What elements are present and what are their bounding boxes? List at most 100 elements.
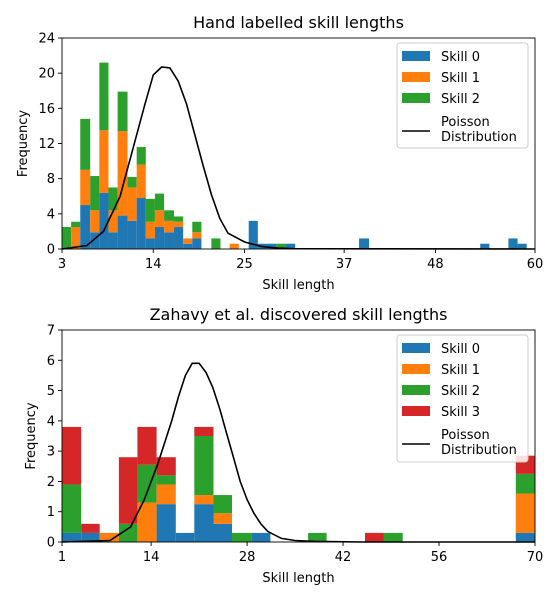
bar-skill1-bin11 [164, 220, 175, 233]
bar-skill0-bin5 [108, 232, 118, 249]
bar-skill2-bin15 [383, 532, 403, 542]
bar-skill1-bin14 [192, 232, 202, 239]
bar-skill0-bin6 [117, 215, 128, 249]
y-axis-label: Frequency [16, 110, 31, 177]
bar-skill1-bin7 [127, 187, 137, 221]
bar-skill0-bin17 [515, 532, 535, 542]
bar-skill2-bin14 [192, 221, 202, 233]
chart-title: Hand labelled skill lengths [193, 13, 404, 32]
bar-skill1-bin8 [136, 164, 146, 199]
bar-skill0-bin10 [154, 227, 165, 249]
x-tick-label: 56 [431, 550, 448, 565]
legend-swatch-skill3 [402, 406, 430, 416]
legend-swatch-skill0 [402, 51, 430, 61]
y-tick-label: 1 [47, 505, 55, 520]
bar-skill2-bin9 [232, 532, 252, 542]
x-tick-label: 14 [143, 550, 160, 565]
legend-label-poisson: Poisson Distribution [441, 428, 517, 458]
legend-swatch-skill1 [402, 72, 430, 82]
bar-skill1-bin10 [154, 210, 165, 228]
legend-swatch-skill2 [402, 93, 430, 103]
bar-skill0-bin3 [90, 232, 100, 249]
bar-skill3-bin1 [81, 523, 100, 533]
bar-skill0-bin22 [266, 243, 277, 249]
x-axis-label: Skill length [262, 278, 334, 293]
bar-skill3-bin0 [62, 426, 82, 485]
bar-skill2-bin1 [71, 221, 81, 228]
bar-skill0-bin9 [145, 238, 155, 249]
bar-skill2-bin6 [117, 91, 128, 132]
poisson-curve [61, 66, 536, 250]
bar-skill0-bin10 [251, 532, 271, 542]
bar-skill2-bin16 [211, 238, 221, 249]
y-tick-label: 4 [47, 207, 55, 222]
legend-label-poisson: Poisson Distribution [441, 115, 517, 145]
bar-skill0-bin7 [127, 220, 137, 249]
bar-skill1-bin5 [156, 484, 176, 505]
bar-skill1-bin4 [137, 502, 157, 542]
legend-swatch-skill2 [402, 385, 430, 395]
y-tick-label: 16 [38, 102, 55, 117]
y-tick-label: 0 [47, 536, 55, 551]
y-tick-label: 24 [38, 32, 55, 47]
legend-swatch-skill1 [402, 364, 430, 374]
bar-skill0-bin31 [517, 243, 527, 249]
bar-skill1-bin1 [71, 227, 81, 249]
chart-zahavy-discovered: Zahavy et al. discovered skill lengths 1 1… [24, 305, 543, 586]
bar-skill0-bin30 [508, 238, 518, 249]
x-tick-label: 25 [236, 257, 253, 272]
bar-skill0-bin6 [175, 532, 195, 542]
legend-swatch-skill0 [402, 343, 430, 353]
bars [62, 426, 535, 542]
legend-label-skill1: Skill 1 [441, 71, 480, 86]
x-tick-label: 42 [335, 550, 352, 565]
bar-skill2-bin12 [308, 532, 327, 542]
bar-skill1-bin8 [213, 513, 233, 524]
bar-skill2-bin8 [213, 495, 233, 514]
bar-skill1-bin5 [108, 210, 118, 233]
bar-skill2-bin23 [276, 243, 287, 249]
bar-skill1-bin7 [194, 495, 214, 505]
legend-label-skill0: Skill 0 [441, 50, 480, 65]
legend-label-skill2: Skill 2 [441, 92, 480, 107]
bar-skill1-bin13 [183, 238, 193, 244]
y-tick-label: 8 [47, 172, 55, 187]
bar-skill3-bin5 [156, 457, 176, 476]
x-tick-label: 28 [239, 550, 256, 565]
bar-skill0-bin11 [164, 232, 175, 249]
bar-skill2-bin12 [174, 216, 184, 222]
bar-skill2-bin5 [156, 475, 176, 485]
y-tick-label: 2 [47, 475, 55, 490]
bars [62, 62, 527, 249]
bar-skill1-bin2 [99, 532, 119, 542]
bar-skill2-bin10 [154, 193, 165, 211]
y-tick-label: 6 [47, 354, 55, 369]
bar-skill2-bin0 [62, 227, 72, 249]
bar-skill1-bin6 [117, 131, 128, 216]
legend-box [396, 42, 529, 149]
bar-skill0-bin20 [248, 220, 258, 249]
bar-skill1-bin12 [174, 221, 184, 228]
bar-skill2-bin4 [137, 464, 157, 503]
bar-skill3-bin7 [194, 426, 214, 436]
y-axis-label: Frequency [24, 402, 39, 469]
bar-skill1-bin3 [90, 210, 100, 233]
bar-skill0-bin14 [192, 238, 202, 249]
axes-frame [61, 329, 536, 543]
bar-skill0-bin1 [81, 532, 100, 542]
chart-title: Zahavy et al. discovered skill lengths [150, 305, 448, 324]
bar-skill0-bin5 [156, 504, 176, 542]
y-tick-label: 4 [47, 414, 55, 429]
bar-skill0-bin28 [480, 243, 490, 249]
bar-skill1-bin2 [80, 169, 91, 206]
bar-skill0-bin2 [80, 205, 91, 249]
bar-skill2-bin3 [118, 523, 138, 542]
x-tick-label: 70 [527, 550, 544, 565]
bar-skill0-bin7 [194, 504, 214, 542]
bar-skill0-bin13 [183, 243, 193, 249]
bar-skill2-bin0 [62, 484, 82, 533]
bar-skill0-bin8 [136, 198, 146, 249]
y-tick-label: 12 [38, 137, 55, 152]
